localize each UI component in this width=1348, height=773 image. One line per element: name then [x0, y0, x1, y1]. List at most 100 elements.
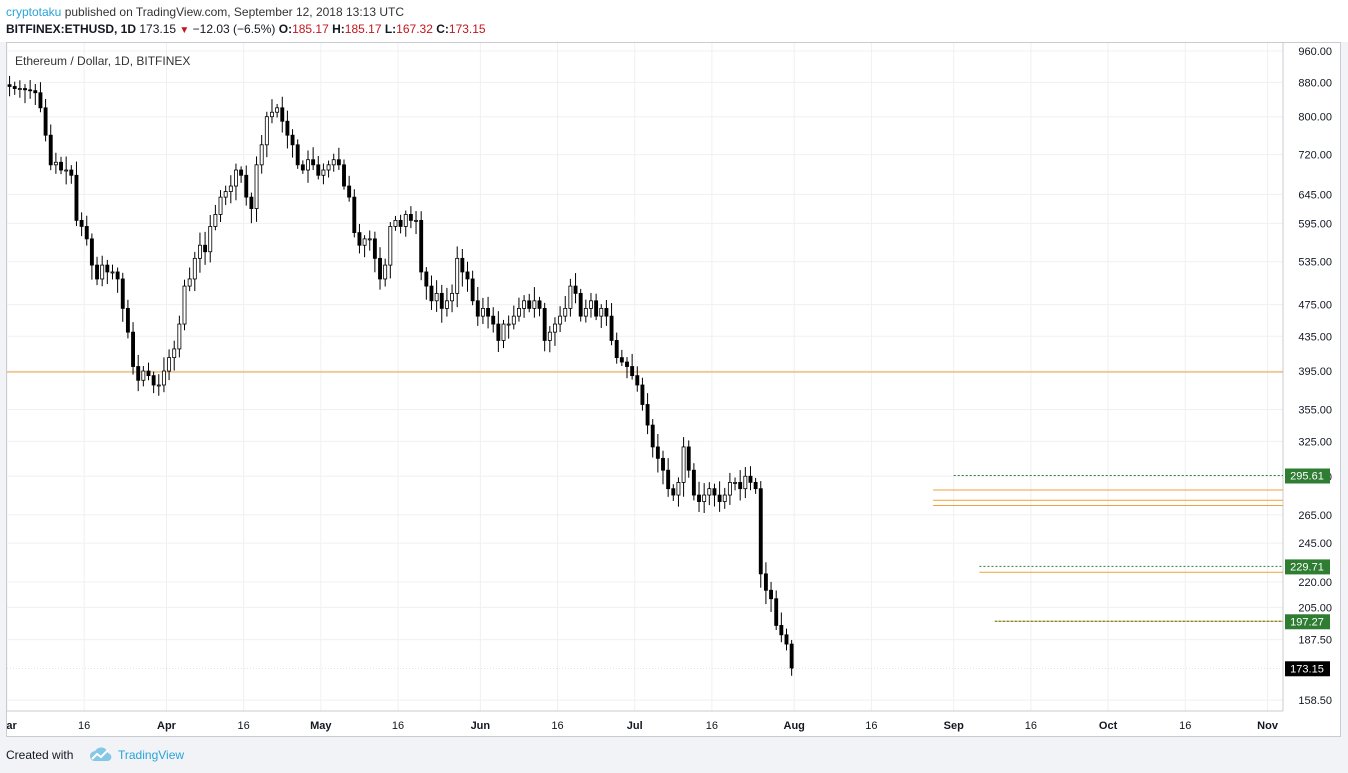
candle-down: [640, 384, 645, 405]
last-price-label-bg: [1285, 661, 1330, 677]
candle-up: [553, 323, 557, 333]
candle-up: [306, 159, 310, 171]
candle-down: [650, 424, 655, 448]
candle-up: [367, 238, 372, 241]
high-label: H:: [332, 22, 345, 36]
candle-up: [331, 159, 336, 166]
candle-down: [347, 185, 352, 198]
candle-up: [681, 446, 686, 483]
candle-up: [722, 494, 727, 502]
y-tick-label: 220.00: [1298, 577, 1332, 589]
y-tick-label: 395.00: [1298, 366, 1332, 378]
x-tick-label: 16: [706, 720, 718, 732]
x-tick-label: 16: [1179, 720, 1191, 732]
candle-up: [516, 307, 521, 317]
candle-up: [172, 348, 177, 359]
candle-down: [630, 366, 635, 377]
candle-down: [717, 494, 722, 502]
publish-info: cryptotaku published on TradingView.com,…: [6, 5, 404, 19]
x-tick-label: 16: [1025, 720, 1037, 732]
open-label: O:: [278, 22, 293, 36]
candle-down: [594, 300, 599, 317]
candle-down: [655, 446, 660, 459]
candle-down: [125, 307, 130, 333]
candle-up: [388, 226, 393, 266]
price-label-bg: [1285, 614, 1330, 630]
candle-up: [532, 300, 537, 309]
candle-up: [167, 357, 172, 372]
candle-down: [23, 88, 27, 91]
candle-down: [661, 457, 665, 471]
candle-up: [676, 482, 681, 496]
candle-up: [223, 191, 228, 198]
candle-down: [316, 164, 321, 176]
x-tick-label: 16: [78, 720, 90, 732]
candle-down: [758, 488, 763, 575]
candle-down: [115, 271, 120, 280]
candle-down: [779, 625, 784, 636]
candle-down: [33, 90, 38, 94]
candle-down: [7, 84, 12, 87]
candle-down: [378, 257, 382, 280]
candle-down: [43, 107, 48, 136]
candle-up: [213, 214, 218, 227]
candle-down: [784, 634, 789, 645]
candle-down: [491, 315, 496, 325]
candle-up: [321, 169, 326, 176]
candle-down: [203, 244, 208, 253]
y-tick-label: 158.50: [1298, 695, 1332, 707]
candle-down: [146, 370, 151, 377]
candle-up: [434, 292, 439, 302]
open-value: 185.17: [292, 22, 329, 36]
x-tick-label: Jun: [471, 720, 491, 732]
y-tick-label: 435.00: [1298, 331, 1332, 343]
candle-up: [208, 226, 213, 253]
price-label: 229.71: [1290, 561, 1324, 573]
candle-down: [398, 219, 403, 227]
candle-down: [738, 482, 743, 490]
candle-up: [275, 107, 280, 113]
candle-up: [727, 482, 732, 496]
candle-down: [84, 226, 89, 240]
candle-down: [151, 375, 156, 386]
candle-up: [64, 169, 69, 172]
tradingview-cloud-icon[interactable]: [88, 745, 114, 765]
created-with-text: Created with: [6, 748, 74, 762]
candle-down: [419, 219, 424, 273]
candle-up: [177, 323, 182, 350]
candle-up: [558, 315, 563, 325]
candle-up: [547, 331, 552, 341]
candle-up: [17, 88, 22, 90]
candle-up: [141, 370, 146, 381]
y-tick-label: 265.00: [1298, 510, 1332, 522]
candle-up: [393, 219, 398, 227]
candle-up: [563, 307, 568, 317]
price-label-bg: [1285, 468, 1330, 484]
price-chart[interactable]: 960.00 880.00 800.00 720.00 645.00 595.00 535.…: [7, 43, 1342, 738]
candle-up: [161, 370, 166, 386]
candle-down: [748, 475, 753, 483]
last-price: 173.15: [139, 22, 177, 36]
chart-panel[interactable]: 960.00 880.00 800.00 720.00 645.00 595.00 535.…: [6, 42, 1341, 737]
price-change: −12.03 (−6.5%): [192, 22, 276, 36]
candle-down: [645, 404, 650, 426]
x-tick-label: Mar: [7, 720, 17, 732]
candle-down: [244, 174, 249, 198]
candle-down: [89, 238, 94, 266]
candle-up: [733, 482, 737, 484]
published-text: published on TradingView.com, September …: [61, 5, 405, 19]
x-tick-label: Jul: [627, 720, 643, 732]
candle-down: [686, 446, 691, 471]
price-label: 197.27: [1290, 616, 1324, 628]
y-tick-label: 595.00: [1298, 218, 1332, 230]
candle-up: [254, 164, 259, 209]
candle-up: [511, 315, 516, 325]
y-tick-label: 720.00: [1298, 150, 1332, 162]
y-tick-label: 645.00: [1298, 189, 1332, 201]
author-link[interactable]: cryptotaku: [6, 5, 62, 19]
candle-up: [568, 285, 573, 309]
tradingview-link[interactable]: TradingView: [118, 748, 185, 762]
candle-up: [192, 257, 197, 280]
candle-down: [429, 285, 434, 302]
candle-down: [671, 488, 676, 496]
